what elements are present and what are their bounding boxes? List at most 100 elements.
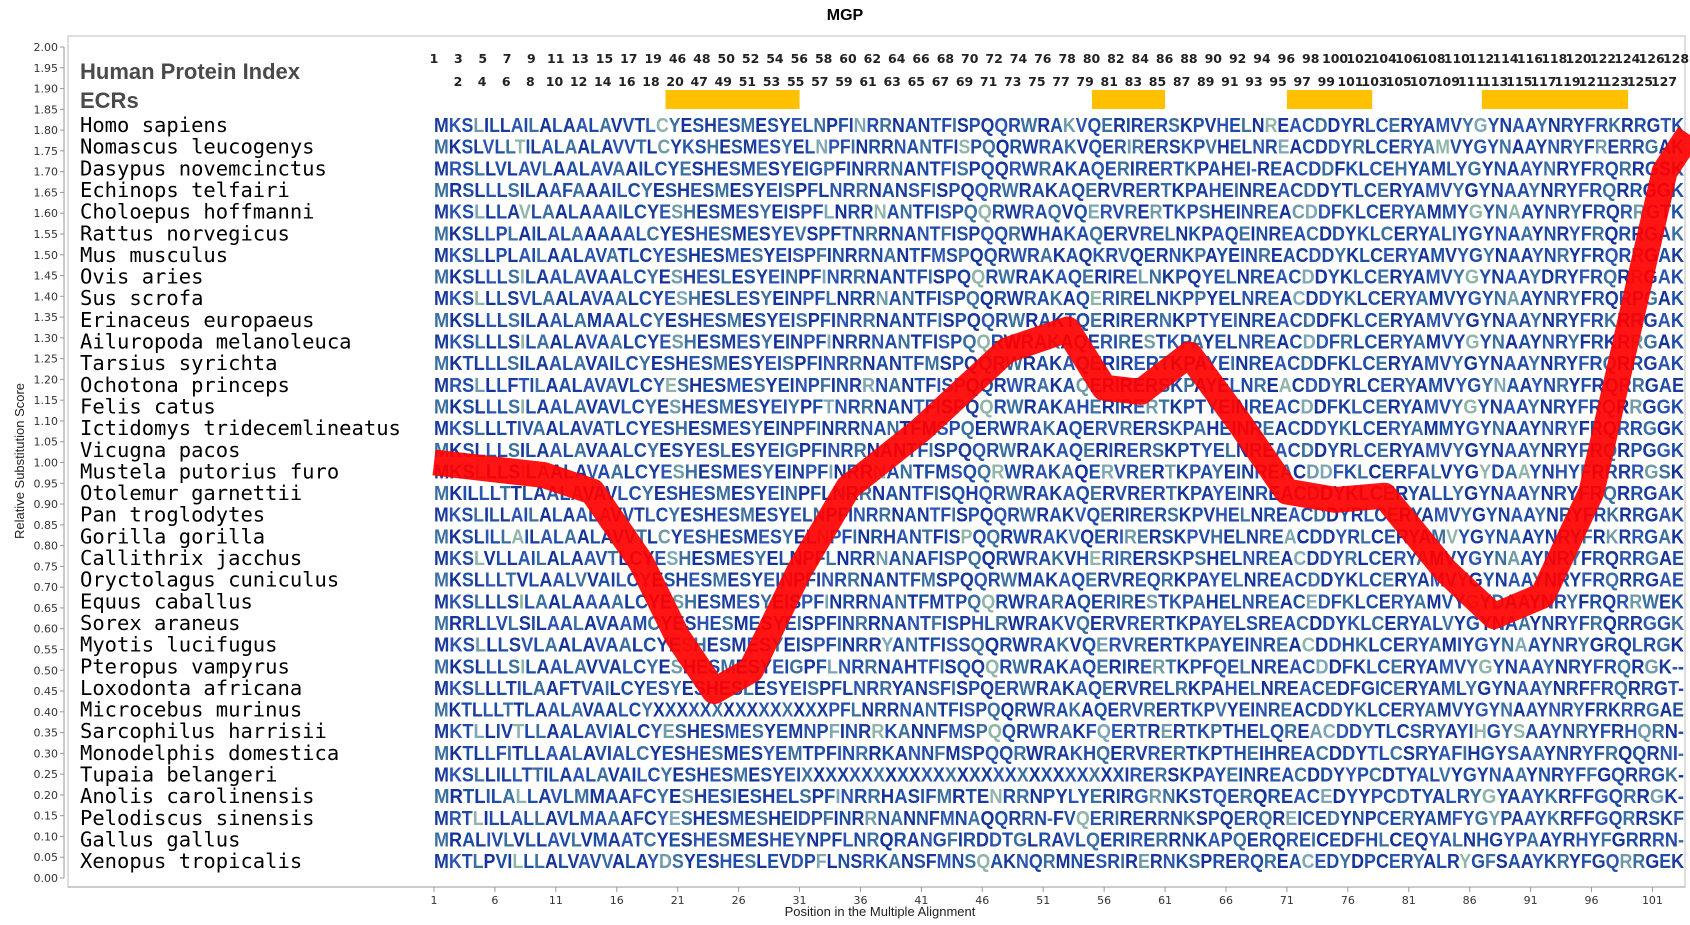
protein-index-number: 93 [1245,74,1262,89]
protein-index-number: 103 [1362,74,1388,89]
sequence-row: MKSLLLSILAALAVAALCYESHESLESYEINPFINRRNAN… [434,267,1684,289]
x-tick-label: 16 [610,894,624,907]
protein-index-number: 57 [811,74,828,89]
y-axis-title: Relative Substitution Score [12,383,27,539]
sequence-row: MKTLPVILLLALVAVVALAYDSYESHESLEVDPFLNSRKA… [434,851,1684,873]
species-label: Anolis carolinensis [80,784,315,808]
y-tick-label: 1.00 [34,457,59,470]
species-label: Tupaia belangeri [80,763,277,787]
y-axis: 0.00 0.05 0.10 0.15 0.20 0.25 0.30 0.35 0.40 0.45… [34,41,65,885]
sequence-row: MRTLILALLAVLMMAAFCYESHESIESHELSPFINRRHAS… [434,786,1684,808]
protein-index-number: 67 [932,74,949,89]
protein-index-number: 4 [478,74,487,89]
sequence-row: MKSLLILLTTILAALAVAILCYESHESMESYEIXXXXXXX… [434,765,1684,787]
protein-index-number: 50 [718,51,736,66]
y-tick-label: 0.15 [34,810,59,823]
protein-index-number: 112 [1468,51,1494,66]
protein-index-number: 72 [985,51,1002,66]
y-tick-label: 0.10 [34,830,59,843]
protein-index-number: 85 [1149,74,1166,89]
species-label: Pan troglodytes [80,503,265,527]
species-label: Xenopus tropicalis [80,849,302,873]
species-label: Ictidomys tridecemlineatus [80,416,401,440]
sequence-row: MKILLLTTLAALAVAVLCYESHESMESYEINPFLNRRNAN… [434,483,1684,505]
y-tick-label: 1.65 [34,186,59,199]
protein-index-number: 46 [669,51,687,66]
sequence-row: MRSLLLFTILAALAVAVLCYESHESMESYEINPFINRRNA… [434,375,1684,397]
protein-index-number: 70 [961,51,979,66]
protein-index-number: 91 [1221,74,1238,89]
ecr-bar [1481,90,1629,109]
sequence-row: MKSLVLLAILALAAVTLCYESHESMESYELNPFLNRRNAN… [434,548,1684,570]
protein-index-number: 51 [739,74,756,89]
species-label: Ochotona princeps [80,373,290,397]
track-label-ecrs: ECRs [80,88,139,113]
y-tick-label: 0.80 [34,540,59,553]
protein-index-number: 123 [1603,74,1629,89]
protein-index-number: 128 [1663,51,1689,66]
x-tick-label: 41 [914,894,928,907]
y-tick-label: 0.85 [34,519,59,532]
species-label: Oryctolagus cuniculus [80,568,339,592]
species-label: Choloepus hoffmanni [80,200,315,224]
y-tick-label: 1.25 [34,353,59,366]
y-tick-label: 0.00 [34,872,59,885]
protein-index-number: 122 [1590,51,1616,66]
x-tick-label: 66 [1219,894,1233,907]
protein-index-number: 54 [766,51,784,66]
y-tick-label: 0.05 [34,851,59,864]
protein-index-number: 110 [1444,51,1470,66]
species-label: Pteropus vampyrus [80,654,290,678]
protein-index-number: 82 [1107,51,1124,66]
y-tick-label: 0.90 [34,498,59,511]
protein-index-number: 75 [1028,74,1045,89]
y-tick-label: 1.80 [34,124,59,137]
species-label: Sorex araneus [80,611,240,635]
x-tick-label: 6 [491,894,498,907]
protein-index-number: 16 [618,74,636,89]
protein-index-number: 48 [693,51,710,66]
protein-index-number: 101 [1337,74,1363,89]
y-tick-label: 1.70 [34,166,59,179]
y-tick-label: 0.95 [34,477,59,490]
protein-index-number: 87 [1173,74,1190,89]
protein-index-number: 99 [1318,74,1335,89]
sequence-row: MKSLLLSVLAALAVAALCYESHESMESYEISPFINRRYAN… [434,635,1685,657]
x-tick-label: 71 [1280,894,1294,907]
x-axis: 1 6 11 16 21 26 31 36 41 46 51 56 61 66 71 76 81 86 91 96 10… [68,886,1685,907]
ecr-bar [1286,90,1373,109]
y-tick-label: 0.40 [34,706,59,719]
protein-index-number: 71 [980,74,997,89]
y-tick-label: 1.60 [34,207,59,220]
x-tick-label: 31 [793,894,807,907]
protein-index-number: 98 [1302,51,1319,66]
species-label: Dasypus novemcinctus [80,156,327,180]
protein-index-number: 52 [742,51,759,66]
protein-index-number: 127 [1651,74,1677,89]
chart-title: MGP [827,7,864,24]
y-tick-label: 1.10 [34,415,59,428]
protein-index-number: 80 [1083,51,1101,66]
protein-index-number: 8 [526,74,535,89]
sequence-row: MRTLILLALLAVLMAAAFCYESHESMESHEIDPFINRRNA… [434,808,1684,830]
ecr-bar [665,90,800,109]
protein-index-number: 116 [1517,51,1543,66]
protein-index-number: 81 [1101,74,1118,89]
sequence-row: MKSLVLLTILALAALAVVTLCYKSHESMESYELNPFINRR… [434,137,1684,159]
protein-index-number: 62 [864,51,881,66]
y-tick-label: 1.15 [34,394,59,407]
protein-index-number: 115 [1506,74,1532,89]
y-tick-label: 1.45 [34,270,59,283]
species-label: Equus caballus [80,589,253,613]
y-tick-label: 1.75 [34,145,59,158]
x-tick-label: 21 [671,894,685,907]
sequence-row: MRRLLVLSILAALAVAAMCYESHESMESYEISPFINRRNA… [434,613,1684,635]
species-label: Tarsius syrichta [80,351,277,375]
protein-index-number: 125 [1627,74,1653,89]
y-tick-label: 1.40 [34,290,59,303]
x-tick-label: 26 [732,894,746,907]
species-label: Monodelphis domestica [80,741,339,765]
y-tick-label: 0.25 [34,768,59,781]
